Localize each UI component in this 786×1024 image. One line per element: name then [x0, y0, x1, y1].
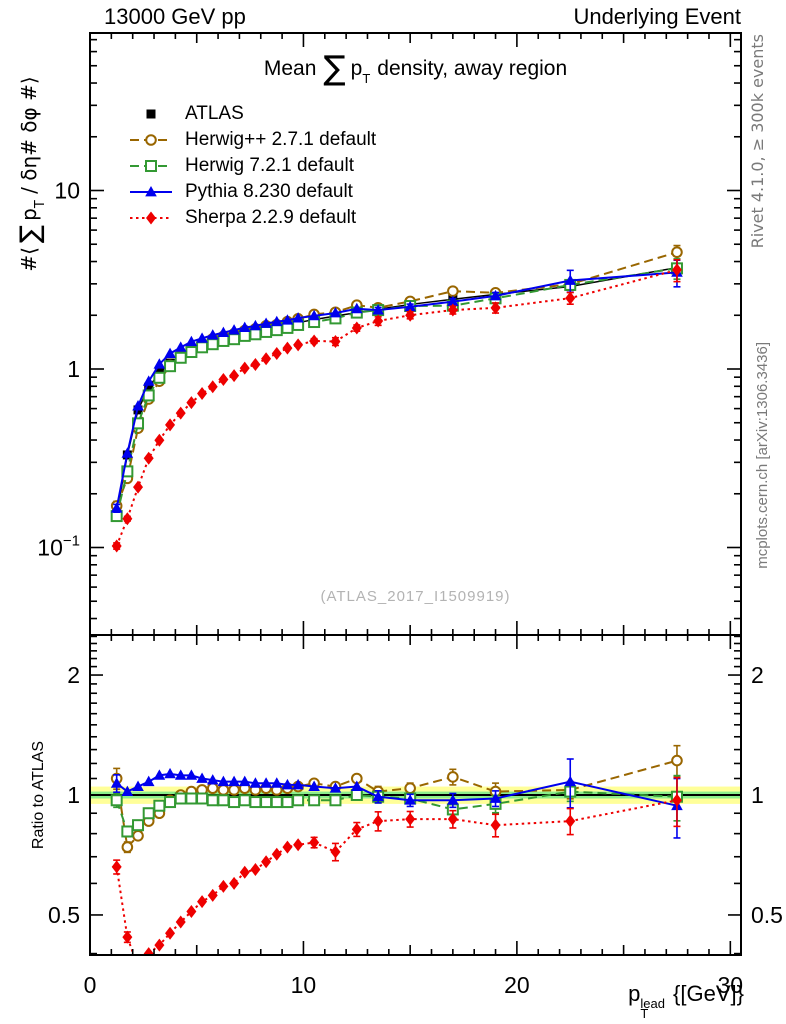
legend-item-pythia: Pythia 8.230 default — [128, 179, 376, 205]
y-axis-label-ratio: Ratio to ATLAS — [30, 740, 47, 850]
title-sub-t: T — [362, 71, 371, 86]
legend-label: Sherpa 2.2.9 default — [185, 207, 357, 228]
svg-text:10−1: 10−1 — [37, 533, 80, 561]
analysis-id-watermark: (ATLAS_2017_I1509919) — [320, 588, 511, 605]
ylabel-sub-t: T — [33, 200, 48, 209]
xlabel-stack: lead T — [640, 996, 665, 1021]
legend-label: ATLAS — [185, 103, 244, 124]
svg-text:20: 20 — [504, 972, 530, 998]
legend-item-sherpa: Sherpa 2.2.9 default — [128, 205, 376, 231]
xlabel-p: p — [628, 981, 641, 1006]
y-axis-label-main: #⟨ ∑ pT / δη# δφ #⟩ — [12, 36, 48, 312]
xlabel-sup: lead — [640, 996, 665, 1011]
xlabel-sub: T — [640, 1006, 649, 1021]
legend: ATLAS Herwig++ 2.7.1 default Herwig 7.2.… — [128, 101, 376, 231]
legend-marker-pythia — [130, 186, 172, 197]
legend-item-atlas: ATLAS — [128, 101, 376, 127]
xlabel-unit: {[GeV]} — [666, 981, 744, 1006]
svg-text:30: 30 — [718, 972, 744, 998]
legend-label: Herwig 7.2.1 default — [185, 155, 354, 176]
x-axis-label: p lead T {[GeV]} — [628, 981, 744, 1021]
svg-text:2: 2 — [751, 662, 764, 688]
rivet-version-note: Rivet 4.1.0, ≥ 300k events — [748, 34, 767, 249]
ylabel-post: / δη# δφ #⟩ — [17, 76, 41, 201]
svg-text:2: 2 — [67, 662, 80, 688]
observable-group-label: Underlying Event — [573, 4, 741, 29]
legend-item-herwig7: Herwig 7.2.1 default — [128, 153, 376, 179]
legend-marker-atlas — [146, 109, 156, 119]
legend-label: Herwig++ 2.7.1 default — [185, 129, 377, 150]
legend-item-herwigpp: Herwig++ 2.7.1 default — [128, 127, 376, 153]
mcplots-attribution: mcplots.cern.ch [arXiv:1306.3436] — [754, 342, 771, 569]
svg-text:10: 10 — [54, 178, 80, 204]
ylabel-sum-symbol: ∑ — [15, 224, 46, 244]
svg-text:0.5: 0.5 — [751, 902, 783, 928]
svg-text:0.5: 0.5 — [48, 902, 80, 928]
plot-title: Mean ∑ pT density, away region — [90, 44, 741, 87]
beam-energy-label: 13000 GeV pp — [104, 4, 246, 29]
legend-label: Pythia 8.230 default — [185, 181, 353, 202]
legend-marker-herwig7 — [130, 160, 172, 172]
svg-text:1: 1 — [67, 782, 80, 808]
ylabel-pre: #⟨ — [17, 247, 41, 272]
legend-marker-herwigpp — [130, 134, 172, 146]
title-p: p — [350, 57, 363, 80]
sum-symbol: ∑ — [323, 48, 346, 87]
title-suffix: density, away region — [377, 57, 568, 80]
header-row: 13000 GeV pp Underlying Event — [90, 4, 741, 30]
svg-text:10: 10 — [291, 972, 317, 998]
title-prefix: Mean — [263, 57, 317, 80]
svg-text:1: 1 — [67, 356, 80, 382]
svg-text:1: 1 — [751, 782, 764, 808]
svg-text:0: 0 — [84, 972, 97, 998]
ylabel-p: p — [17, 208, 41, 221]
legend-marker-sherpa — [130, 211, 172, 225]
